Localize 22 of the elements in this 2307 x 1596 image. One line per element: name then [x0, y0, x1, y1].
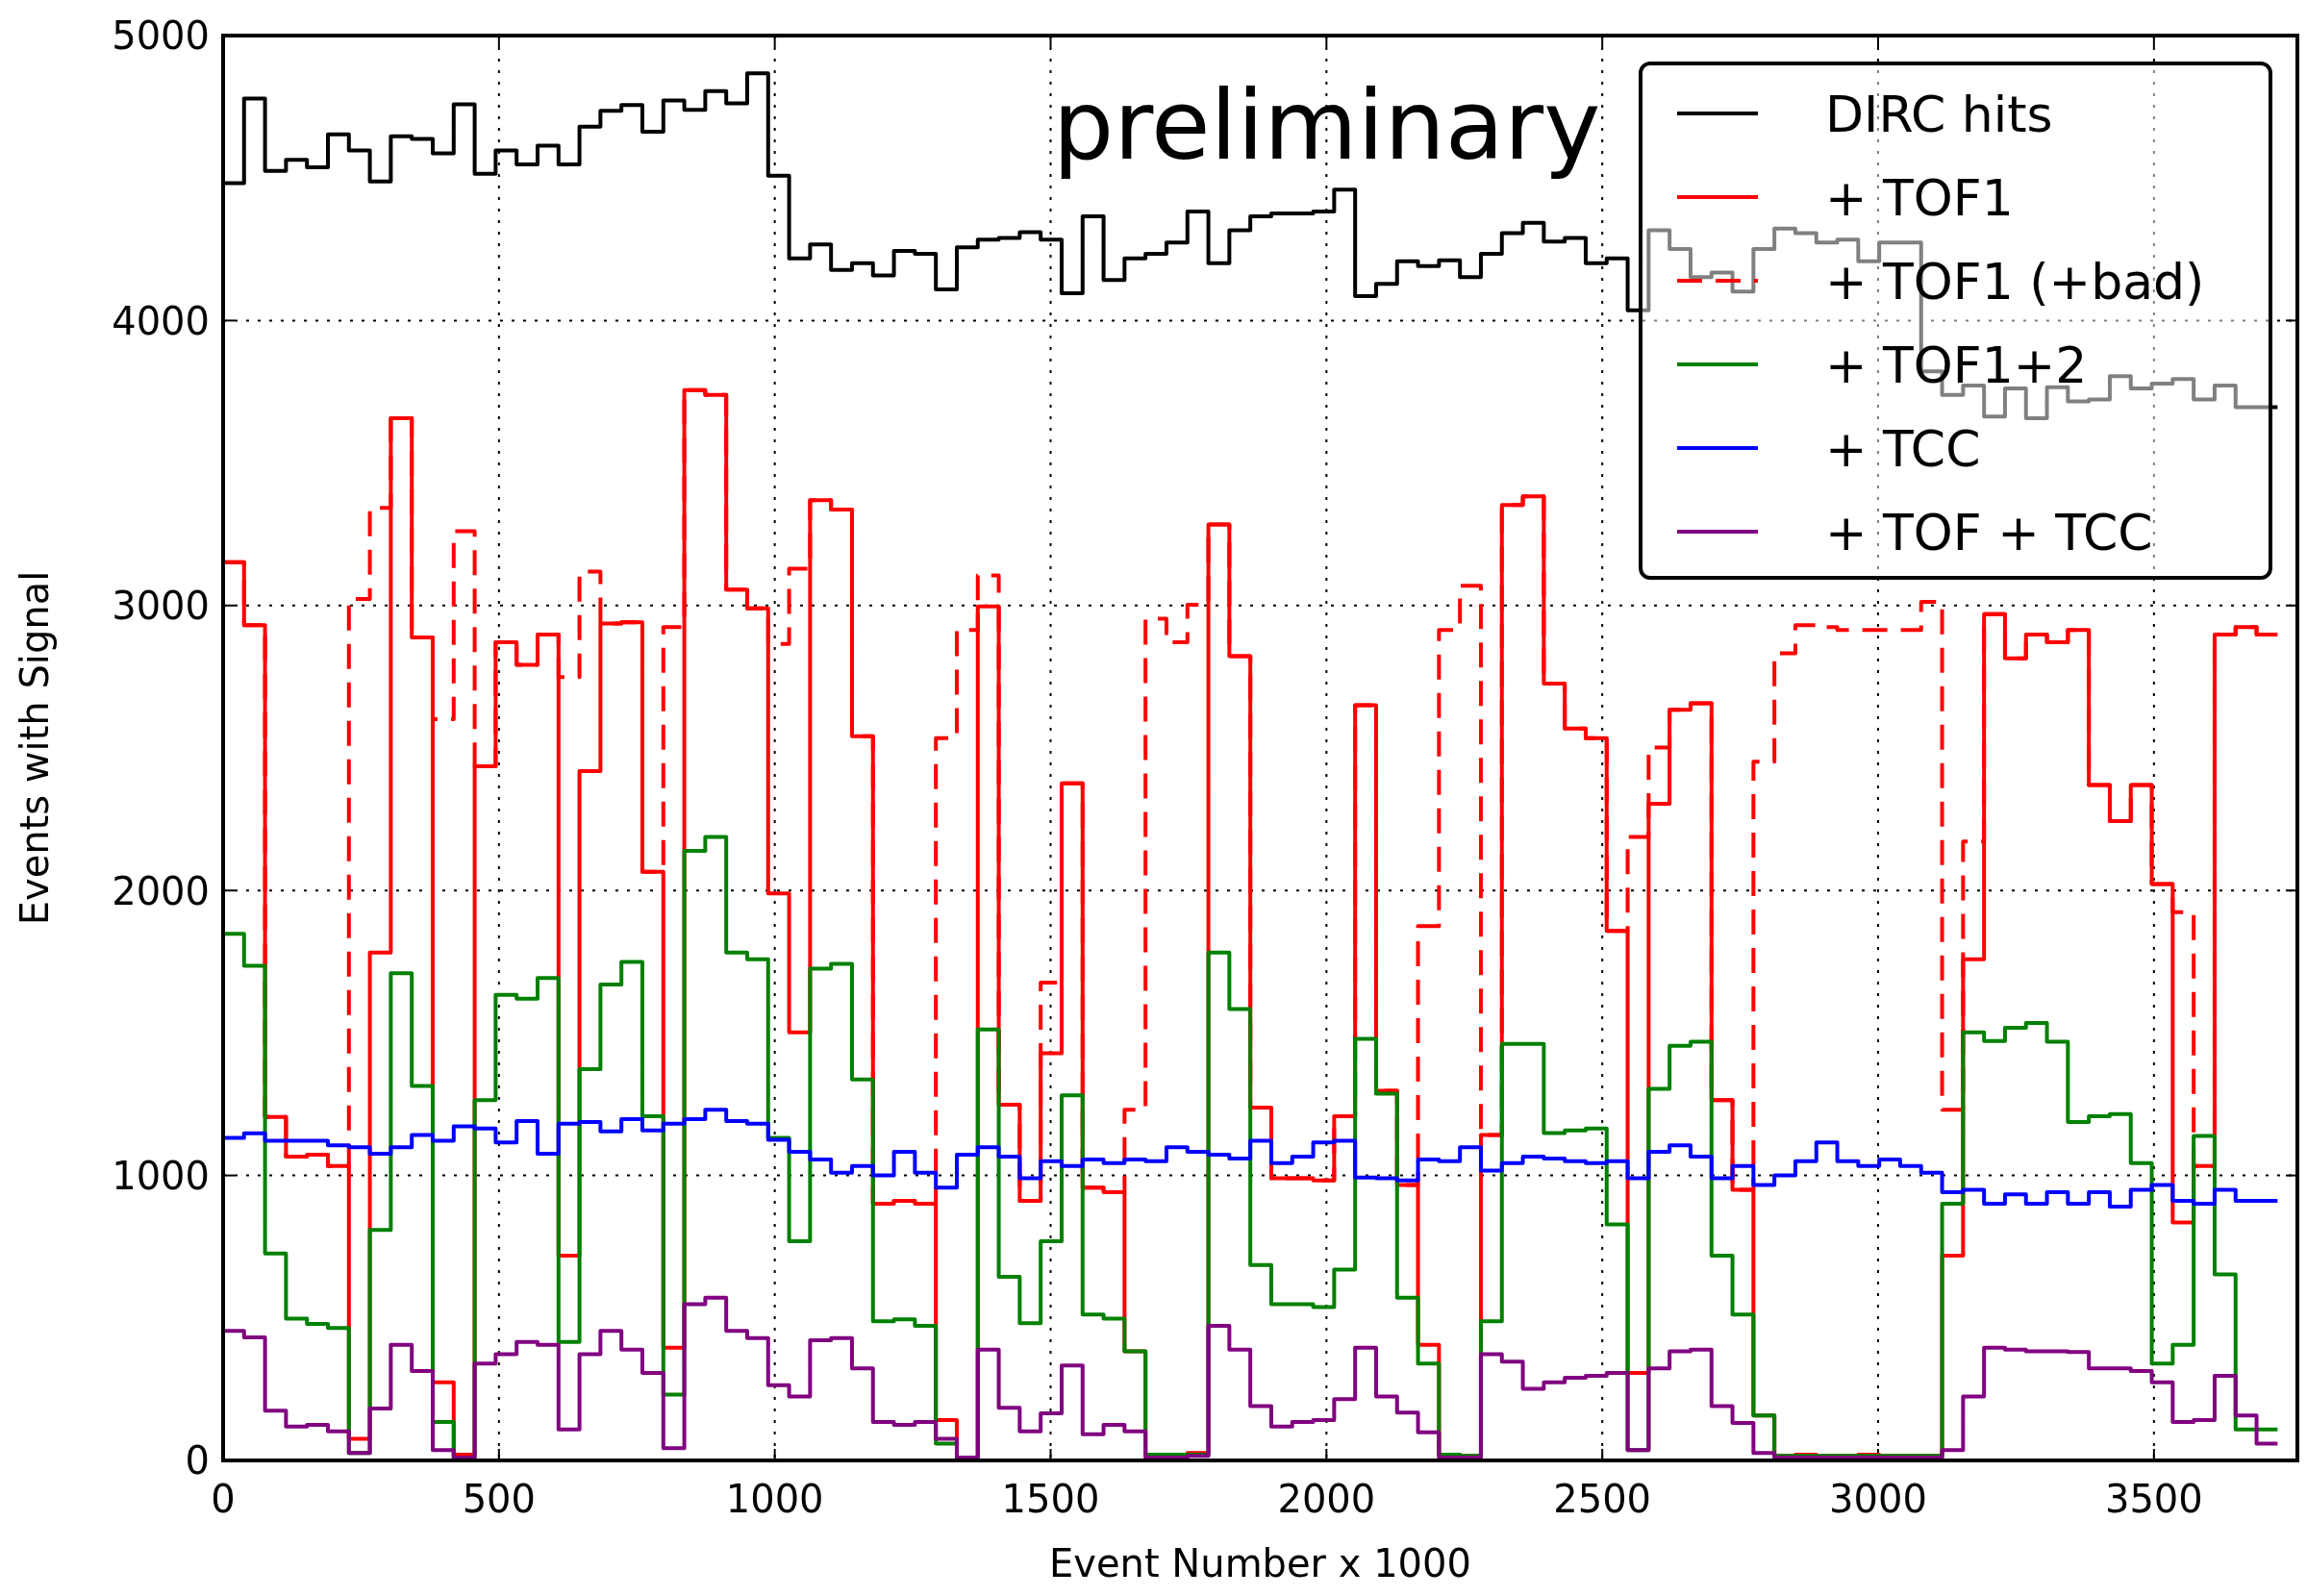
- x-tick-label: 2500: [1553, 1477, 1652, 1521]
- x-tick-label: 3000: [1829, 1477, 1927, 1521]
- legend-label: + TOF1 (+bad): [1825, 252, 2205, 311]
- legend-label: + TCC: [1825, 419, 1981, 478]
- annotation: preliminary: [1052, 69, 1601, 182]
- y-tick-label: 4000: [112, 298, 210, 343]
- y-axis-title: Events with Signal: [13, 570, 57, 926]
- legend-label: + TOF1: [1825, 168, 2014, 227]
- y-tick-label: 2000: [112, 868, 210, 913]
- x-axis-title: Event Number x 1000: [1049, 1541, 1471, 1585]
- y-tick-label: 5000: [112, 13, 210, 59]
- x-tick-label: 1000: [725, 1477, 824, 1521]
- x-tick-label: 500: [462, 1477, 537, 1521]
- y-tick-label: 0: [185, 1438, 210, 1484]
- y-tick-label: 3000: [112, 584, 210, 629]
- legend-label: DIRC hits: [1825, 85, 2053, 143]
- legend-label: + TOF + TCC: [1825, 503, 2153, 561]
- x-tick-label: 2000: [1277, 1477, 1376, 1521]
- x-tick-label: 3500: [2104, 1477, 2203, 1521]
- x-tick-label: 1500: [1001, 1477, 1100, 1521]
- y-tick-label: 1000: [112, 1154, 210, 1198]
- legend-label: + TOF1+2: [1825, 336, 2088, 394]
